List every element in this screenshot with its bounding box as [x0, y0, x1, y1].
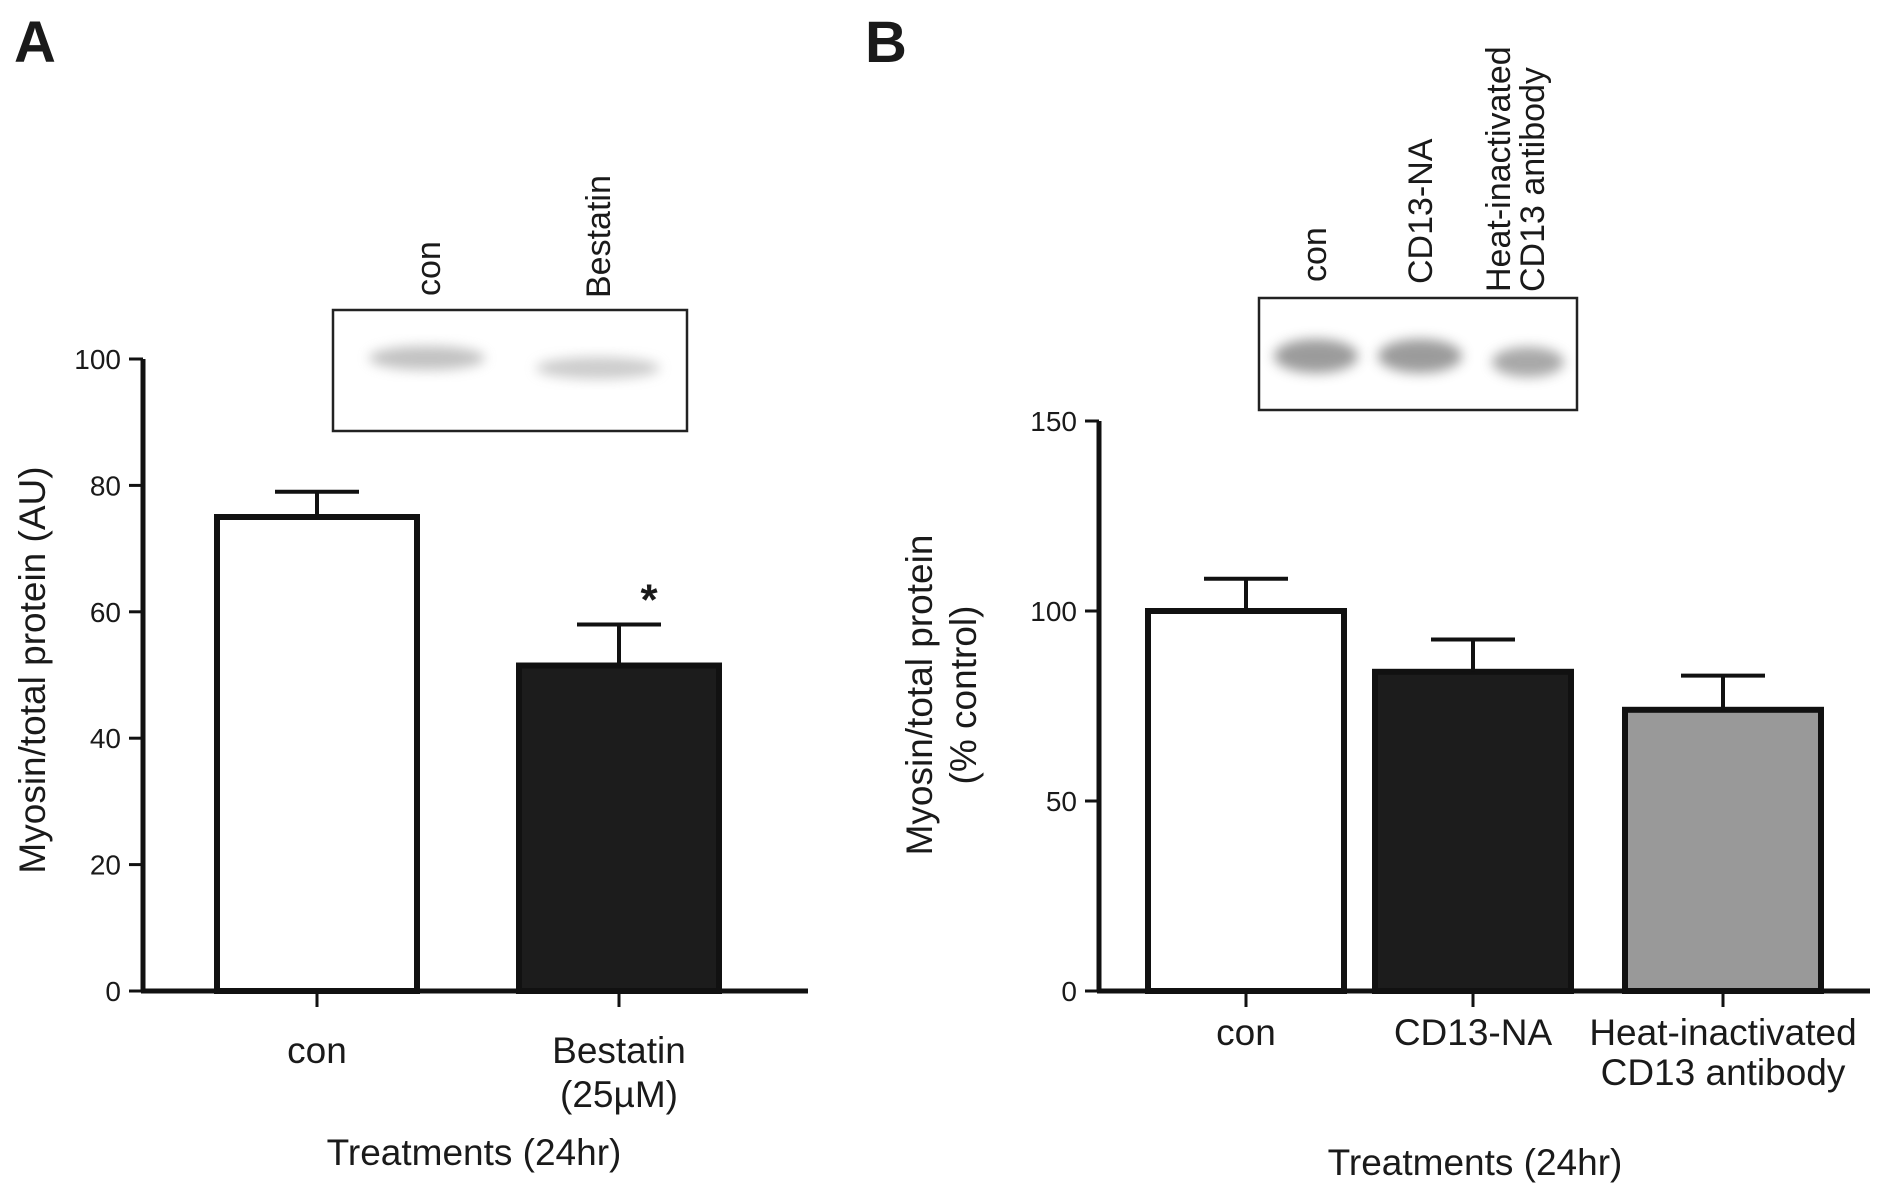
blot-band-cd13-na-b: [1378, 339, 1462, 373]
category-label-a-2: Bestatin (25µM): [552, 1030, 686, 1115]
western-blot-b: con CD13-NA Heat-inactivatedCD13 antibod…: [1257, 46, 1579, 412]
blot-band-heat-b: [1492, 347, 1564, 377]
y-tick-label-a-40: 40: [90, 723, 121, 754]
x-axis-title-b: Treatments (24hr): [1328, 1142, 1623, 1183]
y-tick-label-b-100: 100: [1030, 596, 1077, 627]
y-tick-label-b-150: 150: [1030, 406, 1077, 437]
category-label-b-3: Heat-inactivated CD13 antibody: [1589, 1012, 1856, 1093]
bar-a-2: [516, 662, 722, 995]
y-axis-title-a: Myosin/total protein (AU): [12, 466, 53, 873]
blot-band-con-a: [369, 346, 485, 370]
panel-letter-a: A: [14, 10, 56, 75]
y-tick-label-a-0: 0: [105, 976, 121, 1007]
panel-a: A con Bestatin Myosin/total protein (AU)…: [12, 10, 808, 1173]
y-tick-label-b-50: 50: [1046, 786, 1077, 817]
western-blot-a: con Bestatin: [331, 175, 689, 433]
blot-band-bestatin-a: [536, 357, 660, 379]
category-label-b-1: con: [1216, 1012, 1276, 1053]
significance-marker-a-2: *: [640, 575, 658, 624]
y-axis-title-b: Myosin/total protein(% control): [899, 535, 984, 856]
bar-a-1: [214, 514, 420, 994]
lane-label-cd13-na-b: CD13-NA: [1402, 138, 1440, 284]
category-label-a-1: con: [287, 1030, 347, 1071]
y-tick-label-a-80: 80: [90, 470, 121, 501]
plot-area-b: 0 50 100 150 con CD13-NA Heat-inactivated CD13 …: [1030, 406, 1870, 1093]
category-label-b-2: CD13-NA: [1394, 1012, 1553, 1053]
bar-b-3: [1622, 706, 1824, 994]
bar-b-2: [1372, 668, 1574, 994]
panel-b: B con CD13-NA Heat-inactivatedCD13 antib…: [865, 10, 1870, 1183]
y-tick-label-b-0: 0: [1061, 976, 1077, 1007]
bar-b-1: [1145, 608, 1347, 994]
y-tick-label-a-20: 20: [90, 850, 121, 881]
lane-label-con-a: con: [410, 241, 448, 296]
blot-band-con-b: [1274, 339, 1358, 373]
y-tick-label-a-100: 100: [74, 344, 121, 375]
plot-area-a: 0 20 40 60 80 100 con Bestatin (25µM) *: [74, 344, 808, 1115]
x-axis-title-a: Treatments (24hr): [327, 1132, 622, 1173]
lane-label-con-b: con: [1296, 227, 1334, 282]
lane-label-bestatin-a: Bestatin: [580, 175, 618, 298]
lane-label-heat-b: Heat-inactivatedCD13 antibody: [1480, 46, 1552, 292]
y-tick-label-a-60: 60: [90, 597, 121, 628]
panel-letter-b: B: [865, 10, 907, 75]
